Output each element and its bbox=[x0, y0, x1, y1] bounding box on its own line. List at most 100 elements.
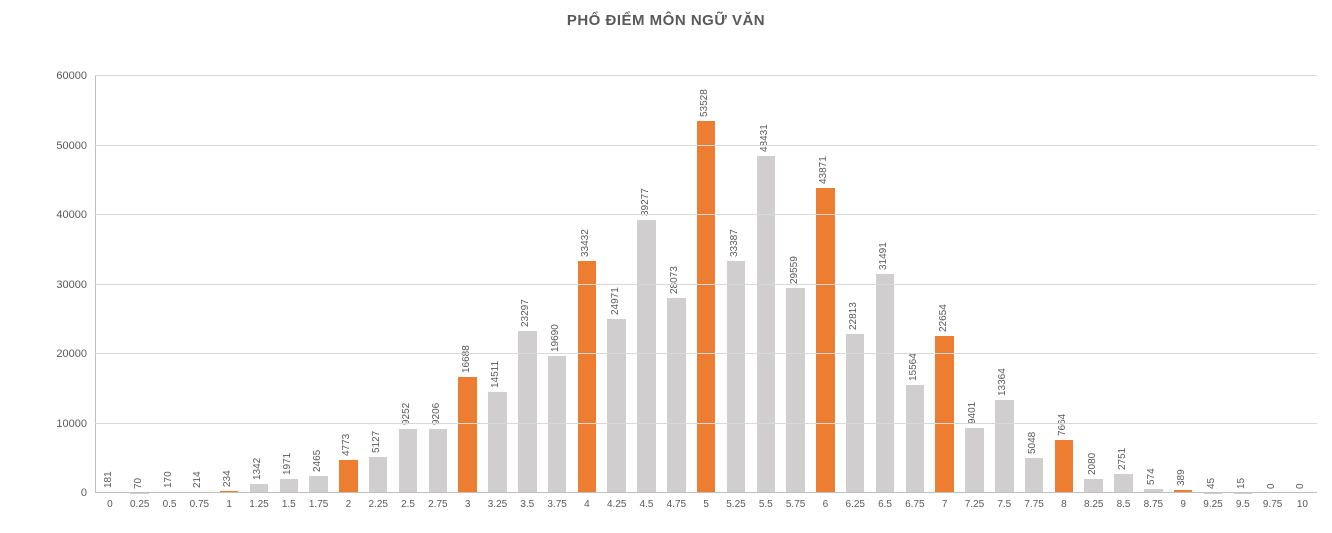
bar-value-label: 4773 bbox=[341, 434, 352, 456]
bar: 33432 bbox=[578, 261, 596, 493]
bar-slot: 9206 bbox=[423, 76, 453, 493]
bar-slot: 0 bbox=[1258, 76, 1288, 493]
x-tick-label: 9.75 bbox=[1258, 493, 1288, 533]
bar-slot: 13364 bbox=[989, 76, 1019, 493]
bar: 24971 bbox=[607, 319, 625, 493]
y-tick-label: 10000 bbox=[7, 418, 87, 430]
bar-slot: 22654 bbox=[930, 76, 960, 493]
x-tick-label: 6.75 bbox=[900, 493, 930, 533]
x-tick-label: 8.25 bbox=[1079, 493, 1109, 533]
x-tick-label: 2.75 bbox=[423, 493, 453, 533]
y-tick-label: 50000 bbox=[7, 140, 87, 152]
bar: 53528 bbox=[697, 121, 715, 493]
x-tick-label: 9.25 bbox=[1198, 493, 1228, 533]
x-tick-label: 8 bbox=[1049, 493, 1079, 533]
bar-slot: 16688 bbox=[453, 76, 483, 493]
bar-slot: 9401 bbox=[960, 76, 990, 493]
x-tick-label: 3 bbox=[453, 493, 483, 533]
x-axis: 00.250.50.7511.251.51.7522.252.52.7533.2… bbox=[95, 493, 1317, 533]
bar-value-label: 24971 bbox=[610, 288, 621, 316]
bar-value-label: 234 bbox=[222, 471, 233, 488]
bar-value-label: 2465 bbox=[312, 450, 323, 472]
bar: 16688 bbox=[458, 377, 476, 493]
y-tick-label: 30000 bbox=[7, 279, 87, 291]
bar-value-label: 16688 bbox=[461, 345, 472, 373]
bar: 7664 bbox=[1055, 440, 1073, 493]
x-tick-label: 1.75 bbox=[304, 493, 334, 533]
x-tick-label: 8.5 bbox=[1109, 493, 1139, 533]
bar-slot: 214 bbox=[184, 76, 214, 493]
x-tick-label: 7.5 bbox=[989, 493, 1019, 533]
bar: 15564 bbox=[906, 385, 924, 493]
bar-value-label: 15564 bbox=[908, 353, 919, 381]
x-tick-label: 10 bbox=[1288, 493, 1318, 533]
bar-value-label: 389 bbox=[1176, 470, 1187, 487]
x-tick-label: 5 bbox=[691, 493, 721, 533]
bar-value-label: 15 bbox=[1236, 478, 1247, 489]
bar-slot: 15 bbox=[1228, 76, 1258, 493]
bar-slot: 70 bbox=[125, 76, 155, 493]
x-tick-label: 4.5 bbox=[632, 493, 662, 533]
x-tick-label: 5.75 bbox=[781, 493, 811, 533]
x-tick-label: 2.5 bbox=[393, 493, 423, 533]
bar-value-label: 22813 bbox=[848, 303, 859, 331]
bar-value-label: 33387 bbox=[729, 229, 740, 257]
bar-slot: 2751 bbox=[1109, 76, 1139, 493]
x-tick-label: 1.25 bbox=[244, 493, 274, 533]
x-tick-label: 4.75 bbox=[661, 493, 691, 533]
x-tick-label: 7.25 bbox=[960, 493, 990, 533]
bar-value-label: 43871 bbox=[818, 156, 829, 184]
bar-slot: 2080 bbox=[1079, 76, 1109, 493]
bar: 22654 bbox=[935, 336, 953, 493]
score-distribution-chart: PHỔ ĐIỂM MÔN NGỮ VĂN 0100002000030000400… bbox=[0, 0, 1332, 533]
bar-slot: 39277 bbox=[632, 76, 662, 493]
x-tick-label: 6.5 bbox=[870, 493, 900, 533]
bar: 31491 bbox=[876, 274, 894, 493]
x-tick-label: 5.5 bbox=[751, 493, 781, 533]
bar: 22813 bbox=[846, 334, 864, 493]
x-tick-label: 4.25 bbox=[602, 493, 632, 533]
bar-value-label: 13364 bbox=[997, 368, 1008, 396]
bar: 29559 bbox=[786, 288, 804, 493]
bar-value-label: 53528 bbox=[699, 89, 710, 117]
x-tick-label: 0.25 bbox=[125, 493, 155, 533]
gridline bbox=[95, 214, 1317, 215]
x-tick-label: 4 bbox=[572, 493, 602, 533]
plot-area: 1817017021423413421971246547735127925292… bbox=[95, 76, 1317, 493]
x-tick-label: 1 bbox=[214, 493, 244, 533]
bar-value-label: 7664 bbox=[1057, 414, 1068, 436]
bar-slot: 22813 bbox=[840, 76, 870, 493]
y-tick-label: 20000 bbox=[7, 348, 87, 360]
x-tick-label: 1.5 bbox=[274, 493, 304, 533]
bar-value-label: 48431 bbox=[759, 125, 770, 153]
x-tick-label: 7.75 bbox=[1019, 493, 1049, 533]
bar: 39277 bbox=[637, 220, 655, 493]
x-tick-label: 5.25 bbox=[721, 493, 751, 533]
bar-slot: 31491 bbox=[870, 76, 900, 493]
x-tick-label: 0.5 bbox=[155, 493, 185, 533]
bar-value-label: 2751 bbox=[1117, 448, 1128, 470]
x-tick-label: 0.75 bbox=[184, 493, 214, 533]
gridline bbox=[95, 353, 1317, 354]
x-tick-label: 2 bbox=[334, 493, 364, 533]
bar: 14511 bbox=[488, 392, 506, 493]
bar-slot: 14511 bbox=[483, 76, 513, 493]
bar-value-label: 1342 bbox=[252, 457, 263, 479]
bar-slot: 43871 bbox=[811, 76, 841, 493]
bar-slot: 45 bbox=[1198, 76, 1228, 493]
bar-value-label: 0 bbox=[1295, 483, 1306, 489]
x-tick-label: 9.5 bbox=[1228, 493, 1258, 533]
bar-slot: 7664 bbox=[1049, 76, 1079, 493]
bar: 9252 bbox=[399, 429, 417, 493]
gridline bbox=[95, 423, 1317, 424]
bar-value-label: 19690 bbox=[550, 324, 561, 352]
bar-slot: 23297 bbox=[512, 76, 542, 493]
bar-value-label: 70 bbox=[133, 477, 144, 488]
bars-group: 1817017021423413421971246547735127925292… bbox=[95, 76, 1317, 493]
bar: 4773 bbox=[339, 460, 357, 493]
bar-slot: 15564 bbox=[900, 76, 930, 493]
bar-value-label: 1971 bbox=[282, 453, 293, 475]
bar-value-label: 2080 bbox=[1087, 452, 1098, 474]
bar: 9206 bbox=[429, 429, 447, 493]
bar-value-label: 31491 bbox=[878, 242, 889, 270]
